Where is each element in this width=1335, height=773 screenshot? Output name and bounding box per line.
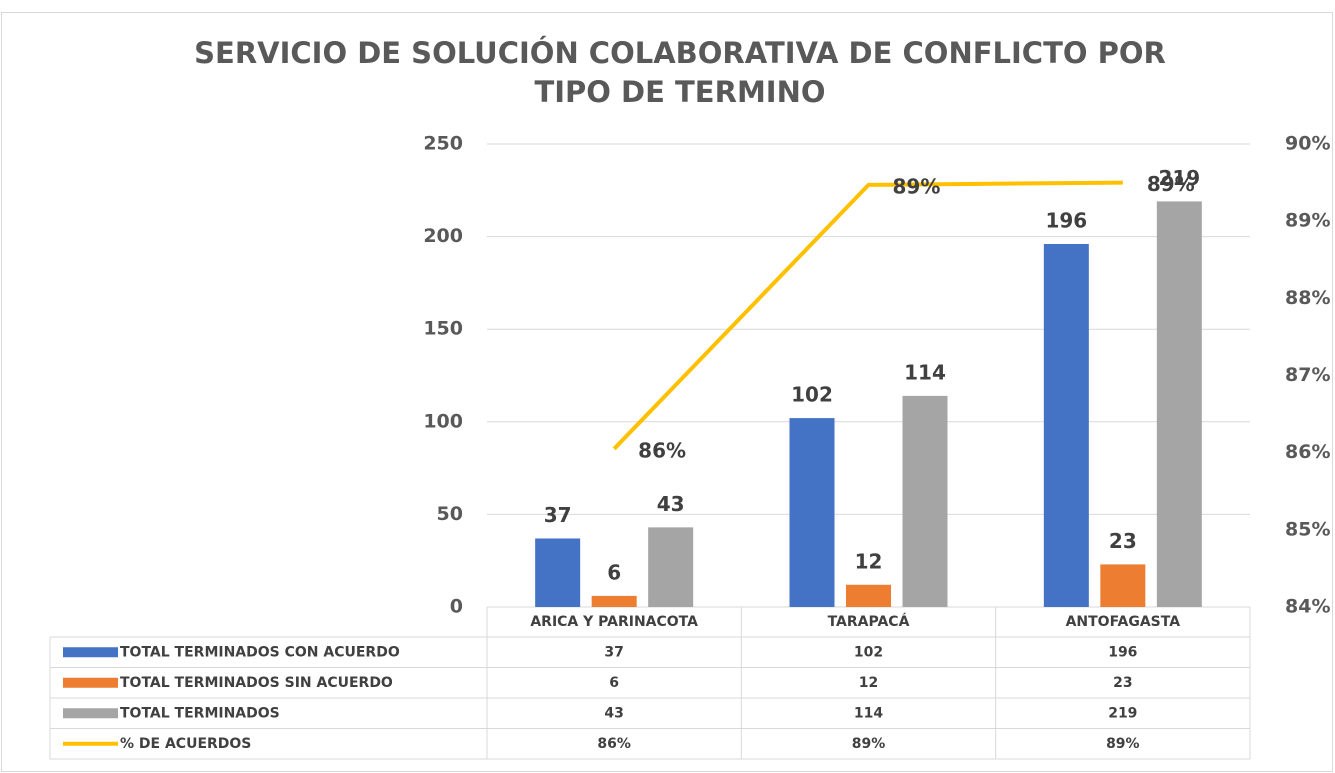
table-cell: 89% bbox=[1106, 736, 1140, 752]
data-label: 43 bbox=[657, 492, 685, 516]
data-label: 219 bbox=[1158, 166, 1200, 190]
bar bbox=[1156, 201, 1202, 608]
y-tick-label: 150 bbox=[423, 318, 463, 340]
y-tick-label: 100 bbox=[423, 410, 463, 432]
data-label: 102 bbox=[791, 383, 833, 407]
legend-key bbox=[63, 647, 118, 658]
y2-tick-label: 86% bbox=[1285, 441, 1330, 463]
bar bbox=[902, 395, 948, 607]
table-cell: 37 bbox=[604, 644, 623, 660]
table-cell: 219 bbox=[1108, 705, 1137, 721]
data-label: 23 bbox=[1109, 529, 1137, 553]
legend-key bbox=[63, 677, 118, 688]
legend-key bbox=[63, 708, 118, 719]
data-label: 12 bbox=[855, 549, 883, 573]
bar bbox=[591, 595, 637, 607]
legend-label: % DE ACUERDOS bbox=[120, 736, 251, 752]
bar bbox=[846, 584, 891, 607]
bar bbox=[535, 538, 581, 607]
x-tick-label: ANTOFAGASTA bbox=[1066, 614, 1181, 630]
table-cell: 12 bbox=[859, 675, 878, 691]
table-cell: 23 bbox=[1113, 675, 1132, 691]
data-label: 89% bbox=[893, 174, 941, 198]
table-cell: 89% bbox=[852, 736, 886, 752]
table-cell: 6 bbox=[609, 675, 619, 691]
x-tick-label: ARICA Y PARINACOTA bbox=[530, 614, 698, 630]
legend-label: TOTAL TERMINADOS CON ACUERDO bbox=[120, 644, 400, 660]
y-tick-label: 0 bbox=[450, 596, 463, 618]
data-label: 89% bbox=[1147, 172, 1195, 196]
legend-label: TOTAL TERMINADOS SIN ACUERDO bbox=[120, 675, 393, 691]
bar bbox=[648, 527, 694, 607]
y2-tick-label: 88% bbox=[1285, 287, 1330, 309]
x-tick-label: TARAPACÁ bbox=[828, 613, 910, 630]
table-cell: 114 bbox=[854, 705, 883, 721]
table-cell: 43 bbox=[604, 705, 623, 721]
bar bbox=[1043, 244, 1089, 607]
y2-tick-label: 89% bbox=[1285, 210, 1330, 232]
data-label: 37 bbox=[544, 503, 572, 527]
y2-tick-label: 90% bbox=[1285, 133, 1330, 155]
bar bbox=[789, 418, 835, 607]
data-label: 196 bbox=[1045, 209, 1087, 233]
table-cell: 102 bbox=[854, 644, 883, 660]
data-label: 86% bbox=[638, 438, 686, 462]
y2-tick-label: 84% bbox=[1285, 596, 1330, 618]
data-label: 114 bbox=[904, 360, 946, 384]
y-tick-label: 200 bbox=[423, 225, 463, 247]
table-cell: 86% bbox=[597, 736, 631, 752]
data-label: 6 bbox=[607, 560, 621, 584]
y2-tick-label: 87% bbox=[1285, 364, 1330, 386]
y-tick-label: 250 bbox=[423, 133, 463, 155]
legend-label: TOTAL TERMINADOS bbox=[120, 705, 280, 721]
y-tick-label: 50 bbox=[437, 503, 463, 525]
y2-tick-label: 85% bbox=[1285, 518, 1330, 540]
line bbox=[612, 180, 1123, 451]
chart-title: TIPO DE TERMINO bbox=[534, 75, 825, 109]
table-cell: 196 bbox=[1108, 644, 1137, 660]
chart-title: SERVICIO DE SOLUCIÓN COLABORATIVA DE CON… bbox=[194, 36, 1166, 70]
bar bbox=[1100, 564, 1146, 607]
